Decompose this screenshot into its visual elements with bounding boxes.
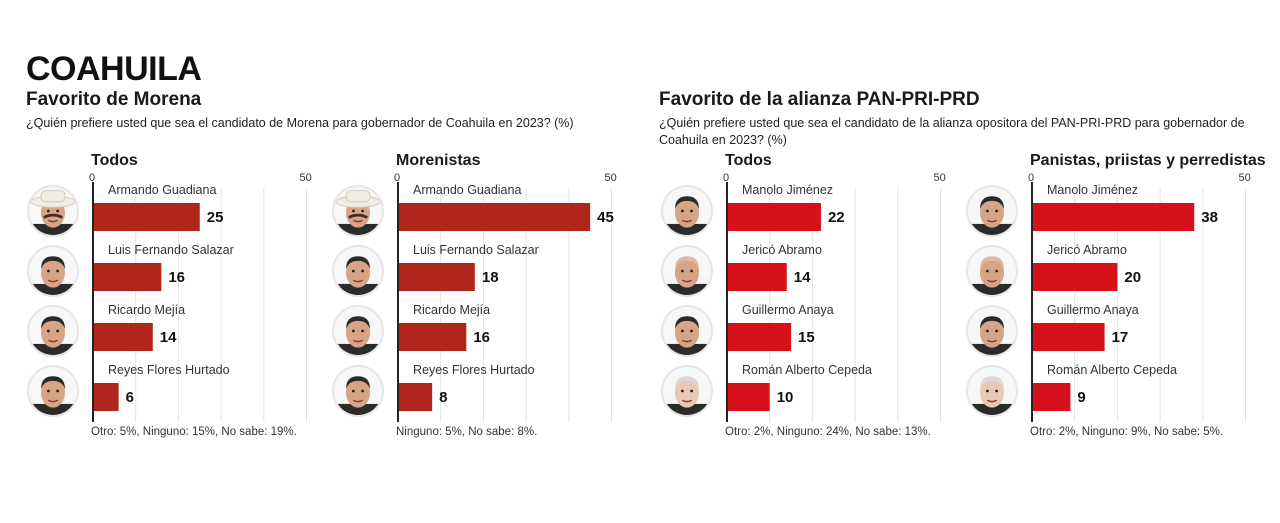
bar [727, 263, 787, 291]
chart-footnote: Otro: 5%, Ninguno: 15%, No sabe: 19%. [91, 426, 297, 438]
section-title-morena: Favorito de Morena [26, 89, 202, 110]
candidate-name: Guillermo Anaya [742, 303, 834, 317]
man-avatar-icon [966, 185, 1018, 237]
candidate-name: Román Alberto Cepeda [1047, 363, 1177, 377]
chart-title: Panistas, priistas y perredistas [1030, 152, 1266, 169]
man-avatar-icon [27, 245, 79, 297]
man-bald-avatar-icon [661, 245, 713, 297]
candidate-name: Manolo Jiménez [1047, 183, 1139, 197]
data-label: 18 [481, 269, 499, 286]
candidate-name: Guillermo Anaya [1047, 303, 1139, 317]
candidate-name: Armando Guadiana [108, 183, 217, 197]
bar [727, 203, 821, 231]
bar [398, 323, 467, 351]
man-gray-avatar-icon [661, 365, 713, 417]
chart-footnote: Otro: 2%, Ninguno: 24%, No sabe: 13%. [725, 426, 931, 438]
data-label: 14 [793, 269, 811, 286]
section-title-alianza: Favorito de la alianza PAN-PRI-PRD [659, 89, 980, 110]
data-label: 8 [439, 389, 448, 406]
bar [93, 323, 153, 351]
tick-label: 50 [933, 172, 946, 184]
bar [93, 383, 119, 411]
bar [398, 203, 591, 231]
tick-label: 0 [723, 172, 730, 184]
data-label: 38 [1201, 209, 1218, 226]
man-avatar-icon [332, 365, 384, 417]
man-avatar-icon [332, 245, 384, 297]
data-label: 22 [827, 209, 845, 226]
data-label: 16 [473, 329, 490, 346]
data-label: 10 [776, 389, 794, 406]
bar [1032, 263, 1118, 291]
candidate-name: Luis Fernando Salazar [108, 243, 234, 257]
man-avatar-icon [661, 305, 713, 357]
candidate-name: Reyes Flores Hurtado [413, 363, 535, 377]
bar [398, 263, 475, 291]
man-avatar-icon [27, 305, 79, 357]
man-bald-avatar-icon [966, 245, 1018, 297]
candidate-name: Reyes Flores Hurtado [108, 363, 230, 377]
chart-footnote: Ninguno: 5%, No sabe: 8%. [396, 426, 538, 438]
data-label: 6 [125, 389, 134, 406]
candidate-name: Román Alberto Cepeda [742, 363, 872, 377]
tick-label: 0 [1028, 172, 1035, 184]
tick-label: 0 [89, 172, 96, 184]
tick-label: 0 [394, 172, 401, 184]
candidate-name: Jericó Abramo [1047, 243, 1127, 257]
bar [1032, 323, 1105, 351]
candidate-name: Jericó Abramo [742, 243, 822, 257]
chart-title: Todos [725, 152, 772, 169]
chart-title: Morenistas [396, 152, 481, 169]
bar [93, 203, 200, 231]
data-label: 17 [1111, 329, 1129, 346]
page-title: COAHUILA [26, 50, 202, 88]
section-question-morena: ¿Quién prefiere usted que sea el candida… [26, 116, 574, 130]
man-hat-avatar-icon [332, 185, 384, 237]
data-label: 9 [1077, 389, 1086, 406]
data-label: 16 [168, 269, 185, 286]
data-label: 14 [159, 329, 177, 346]
candidate-name: Manolo Jiménez [742, 183, 834, 197]
bar [727, 383, 770, 411]
man-avatar-icon [27, 365, 79, 417]
bar [398, 383, 433, 411]
section-question-alianza: ¿Quién prefiere usted que sea el candida… [659, 116, 1245, 147]
bar [727, 323, 792, 351]
tick-label: 50 [604, 172, 617, 184]
data-label: 45 [597, 209, 614, 226]
chart-title: Todos [91, 152, 138, 169]
data-label: 25 [206, 209, 224, 226]
man-avatar-icon [661, 185, 713, 237]
candidate-name: Ricardo Mejía [108, 303, 186, 317]
bar [1032, 203, 1195, 231]
chart-footnote: Otro: 2%, Ninguno: 9%, No sabe: 5%. [1030, 426, 1224, 438]
bar [93, 263, 162, 291]
bar [1032, 383, 1071, 411]
man-avatar-icon [966, 305, 1018, 357]
candidate-name: Luis Fernando Salazar [413, 243, 539, 257]
man-avatar-icon [332, 305, 384, 357]
man-hat-avatar-icon [27, 185, 79, 237]
man-gray-avatar-icon [966, 365, 1018, 417]
data-label: 15 [798, 329, 815, 346]
tick-label: 50 [299, 172, 312, 184]
candidate-name: Armando Guadiana [413, 183, 522, 197]
candidate-name: Ricardo Mejía [413, 303, 491, 317]
tick-label: 50 [1238, 172, 1251, 184]
data-label: 20 [1124, 269, 1142, 286]
